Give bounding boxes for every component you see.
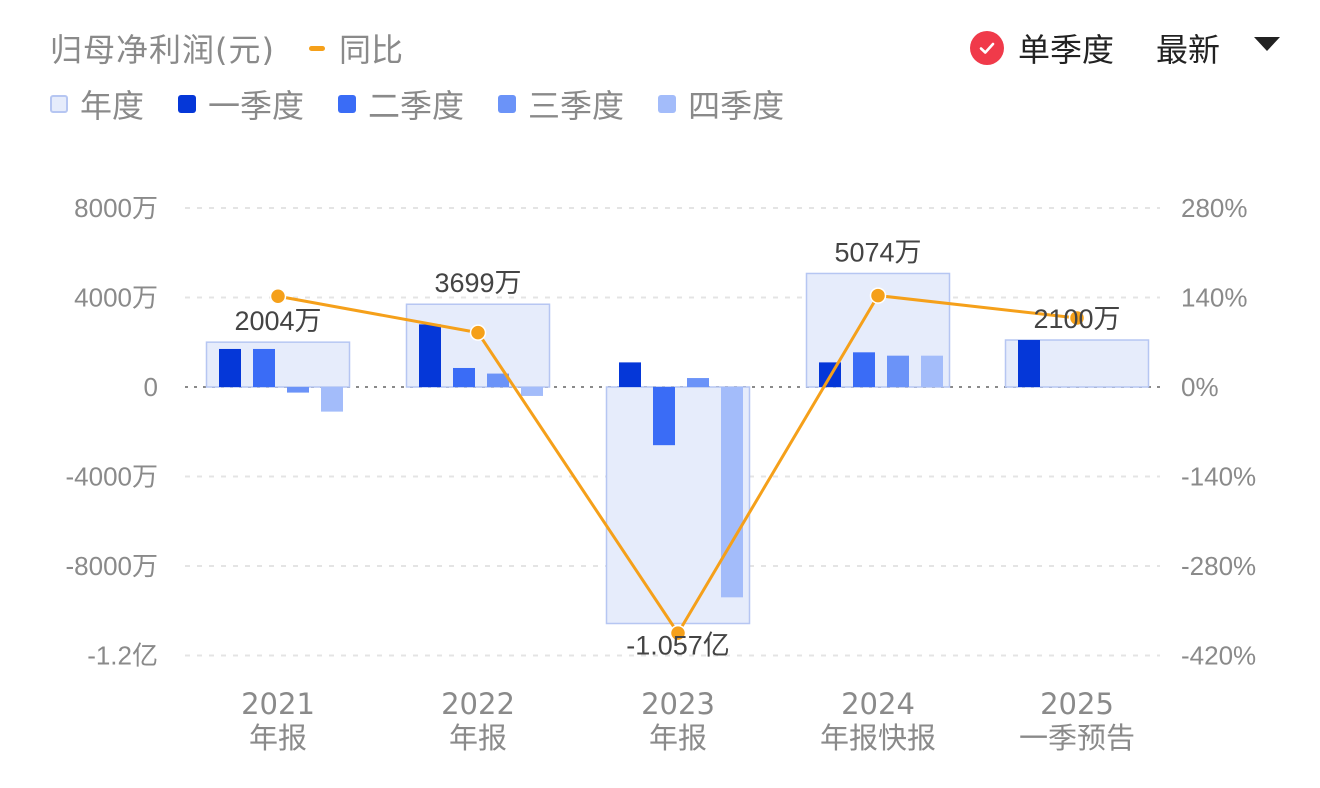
x-tick-year: 2024 [841, 687, 915, 721]
y-left-tick-label: -8000万 [66, 551, 159, 581]
y-right-tick-label: 0% [1181, 372, 1219, 402]
quarter-bar [687, 378, 709, 387]
quarter-bar [321, 387, 343, 412]
yoy-point [1068, 309, 1086, 327]
annual-data-label: -1.057亿 [626, 631, 730, 661]
legend-item-yoy[interactable]: 同比 [308, 25, 403, 71]
legend-label: 三季度 [528, 87, 625, 125]
x-tick-year: 2022 [441, 687, 515, 721]
y-left-tick-label: 8000万 [74, 193, 158, 223]
legend-swatch-icon [50, 95, 68, 113]
annual-data-label: 2004万 [234, 306, 321, 336]
x-tick-kind: 年报 [449, 721, 507, 755]
single-quarter-toggle[interactable]: 单季度 [1017, 31, 1114, 69]
yoy-point [669, 624, 687, 642]
x-tick-year: 2023 [641, 687, 715, 721]
legend-label: 二季度 [368, 87, 465, 125]
annual-data-label: 2100万 [1033, 304, 1120, 334]
title-row: 归母净利润(元) 同比 [50, 22, 403, 74]
legend-label-yoy: 同比 [338, 31, 403, 69]
chart-title: 归母净利润(元) [50, 31, 275, 69]
chart-controls: 单季度 最新 [969, 22, 1280, 74]
quarter-bar [721, 387, 743, 598]
quarter-bar [219, 348, 241, 387]
legend: 年度 一季度 二季度 三季度 四季度 [50, 80, 818, 128]
legend-item-2[interactable]: 二季度 [338, 81, 464, 127]
quarter-bar [487, 373, 509, 387]
y-right-tick-label: 140% [1181, 283, 1248, 313]
quarter-bar [887, 355, 909, 387]
line-swatch-icon [308, 45, 325, 51]
x-tick-year: 2025 [1040, 687, 1114, 721]
legend-label: 四季度 [688, 87, 785, 125]
legend-item-0[interactable]: 年度 [50, 81, 144, 127]
legend-swatch-icon [658, 95, 677, 113]
x-tick-kind: 年报 [649, 721, 707, 755]
legend-label: 一季度 [208, 87, 305, 125]
y-left-tick-label: -1.2亿 [87, 641, 158, 671]
legend-swatch-icon [338, 95, 357, 113]
quarter-bar [921, 355, 943, 387]
x-tick-year: 2021 [241, 687, 315, 721]
yoy-point [269, 287, 287, 305]
legend-swatch-icon [498, 95, 517, 113]
y-right-tick-label: -280% [1181, 551, 1256, 581]
quarter-bar [853, 352, 875, 387]
x-tick-kind: 年报快报 [820, 721, 936, 755]
caret-down-icon [1254, 37, 1280, 51]
y-right-tick-label: 280% [1181, 193, 1248, 223]
quarter-bar [619, 362, 641, 387]
quarter-bar [419, 324, 441, 387]
y-right-tick-label: -420% [1181, 641, 1256, 671]
quarter-bar [1018, 340, 1040, 387]
yoy-point [869, 287, 887, 304]
legend-label: 年度 [80, 87, 145, 125]
y-left-tick-label: 4000万 [74, 283, 158, 313]
y-left-tick-label: 0 [144, 372, 158, 402]
annual-data-label: 3699万 [434, 268, 521, 298]
x-tick-kind: 年报 [249, 721, 307, 755]
legend-swatch-icon [178, 95, 197, 113]
period-dropdown-value: 最新 [1155, 31, 1220, 69]
legend-item-3[interactable]: 三季度 [498, 81, 624, 127]
x-tick-kind: 一季预告 [1019, 721, 1135, 755]
quarter-bar [287, 387, 309, 393]
yoy-point [469, 324, 487, 341]
checkbox-checked-icon[interactable] [969, 31, 1004, 65]
y-right-tick-label: -140% [1181, 462, 1256, 492]
legend-item-4[interactable]: 四季度 [658, 81, 784, 127]
annual-data-label: 5074万 [834, 237, 921, 267]
quarter-bar [253, 348, 275, 387]
period-dropdown[interactable]: 最新 [1156, 25, 1280, 71]
chart-header: 归母净利润(元) 同比 单季度 最新 年度 一季度 二季度 三季度 四季度 [50, 22, 1280, 132]
quarter-bar [653, 387, 675, 446]
quarter-bar [453, 367, 475, 387]
y-left-tick-label: -4000万 [66, 462, 159, 492]
quarter-bar [521, 387, 543, 396]
legend-item-1[interactable]: 一季度 [178, 81, 304, 127]
